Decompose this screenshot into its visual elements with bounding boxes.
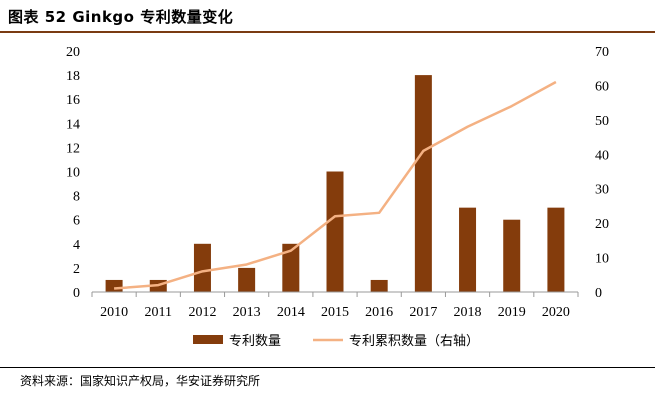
x-tick-label: 2018 xyxy=(454,305,482,320)
legend: 专利数量 专利累积数量（右轴） xyxy=(193,334,479,349)
x-axis: 2010 2011 2012 2013 2014 2015 2016 2017 2018 2019… xyxy=(91,291,579,320)
bar xyxy=(193,243,211,292)
x-tick-label: 2012 xyxy=(188,305,216,320)
x-tick-label: 2010 xyxy=(100,305,128,320)
x-tick-label: 2020 xyxy=(542,305,570,320)
x-tick-label: 2019 xyxy=(498,305,526,320)
right-tick-label: 10 xyxy=(595,252,609,267)
left-tick-label: 6 xyxy=(73,214,80,229)
x-tick-label: 2013 xyxy=(233,305,261,320)
x-tick-label: 2017 xyxy=(409,305,437,320)
left-tick-label: 4 xyxy=(73,238,80,253)
left-tick-label: 0 xyxy=(73,286,80,301)
legend-bar-label: 专利数量 xyxy=(229,334,281,349)
right-tick-label: 0 xyxy=(595,286,602,301)
x-tick-label: 2014 xyxy=(277,305,305,320)
legend-line-label: 专利累积数量（右轴） xyxy=(349,334,479,349)
source-divider xyxy=(0,367,655,368)
bar xyxy=(503,219,521,292)
left-tick-label: 18 xyxy=(66,69,80,84)
bar xyxy=(238,267,256,292)
bar xyxy=(282,243,300,292)
left-tick-label: 10 xyxy=(66,166,80,181)
bar-series xyxy=(105,75,565,292)
right-tick-label: 20 xyxy=(595,217,609,232)
left-tick-label: 14 xyxy=(66,117,80,132)
right-tick-label: 40 xyxy=(595,148,609,163)
left-y-axis: 0 2 4 6 8 10 12 14 16 18 20 xyxy=(66,45,80,301)
x-tick-label: 2016 xyxy=(365,305,393,320)
cumulative-line xyxy=(113,80,557,290)
right-y-axis: 0 10 20 30 40 50 60 70 xyxy=(595,45,609,301)
right-tick-label: 30 xyxy=(595,183,609,198)
right-tick-label: 50 xyxy=(595,114,609,129)
left-tick-label: 2 xyxy=(73,262,80,277)
left-tick-label: 8 xyxy=(73,190,80,205)
bar xyxy=(414,75,432,292)
chart-title: 图表 52 Ginkgo 专利数量变化 xyxy=(8,8,234,26)
left-tick-label: 20 xyxy=(66,45,80,60)
bar xyxy=(459,207,477,292)
right-tick-label: 60 xyxy=(595,79,609,94)
x-tick-label: 2015 xyxy=(321,305,349,320)
source-note: 资料来源：国家知识产权局，华安证券研究所 xyxy=(20,374,261,388)
line-series xyxy=(113,80,557,290)
legend-bar-swatch xyxy=(193,335,223,344)
title-divider xyxy=(0,31,655,33)
right-tick-label: 70 xyxy=(595,45,609,60)
left-tick-label: 12 xyxy=(66,141,80,156)
bar xyxy=(547,207,565,292)
bar xyxy=(326,171,344,292)
bar xyxy=(370,279,388,292)
left-tick-label: 16 xyxy=(66,93,80,108)
bar xyxy=(105,279,123,292)
x-tick-label: 2011 xyxy=(145,305,172,320)
